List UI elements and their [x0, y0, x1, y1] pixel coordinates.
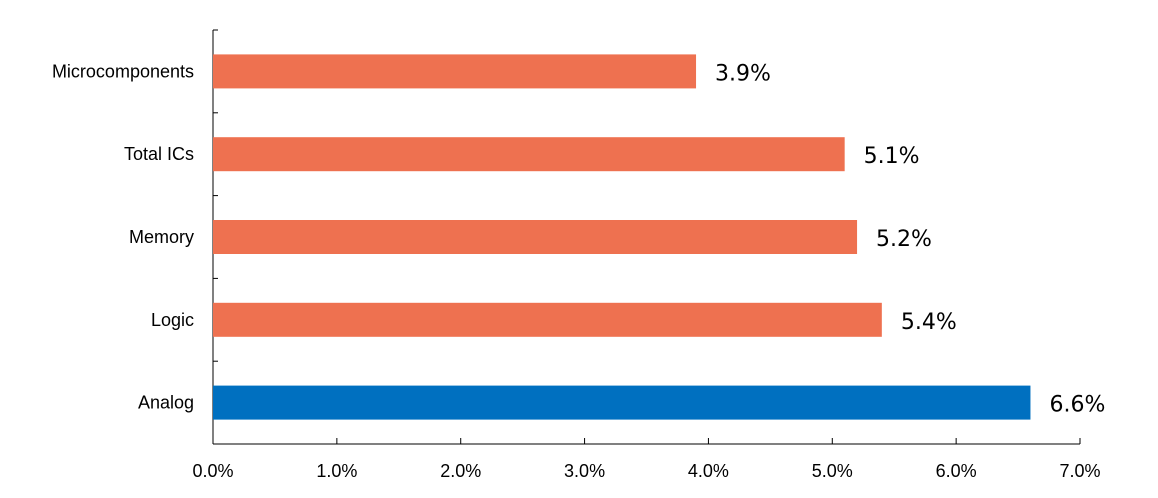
- bar-total-ics: [213, 137, 845, 172]
- bar-memory: [213, 220, 858, 254]
- x-tick-label: 0.0%: [192, 461, 233, 481]
- bars: [213, 54, 1031, 420]
- data-label: 5.4%: [901, 310, 957, 335]
- category-label: Memory: [129, 227, 194, 247]
- x-tick-label: 1.0%: [316, 461, 357, 481]
- x-tick-label: 3.0%: [564, 461, 605, 481]
- x-tick-label: 7.0%: [1059, 461, 1100, 481]
- x-tick-label: 4.0%: [688, 461, 729, 481]
- category-label: Logic: [151, 310, 194, 330]
- category-label: Microcomponents: [52, 61, 194, 81]
- x-tick-label: 5.0%: [812, 461, 853, 481]
- data-label: 5.1%: [864, 144, 920, 169]
- bar-microcomponents: [213, 54, 697, 89]
- bar-analog: [213, 385, 1031, 420]
- bar-logic: [213, 302, 882, 337]
- data-label: 6.6%: [1049, 393, 1105, 418]
- x-tick-label: 6.0%: [936, 461, 977, 481]
- category-label: Analog: [138, 393, 194, 413]
- x-tick-label: 2.0%: [440, 461, 481, 481]
- data-label: 3.9%: [715, 61, 771, 86]
- category-label: Total ICs: [124, 144, 194, 164]
- labels: 0.0% 1.0% 2.0% 3.0% 4.0% 5.0% 6.0% 7.0% Microcom…: [52, 61, 1105, 481]
- data-label: 5.2%: [876, 227, 932, 252]
